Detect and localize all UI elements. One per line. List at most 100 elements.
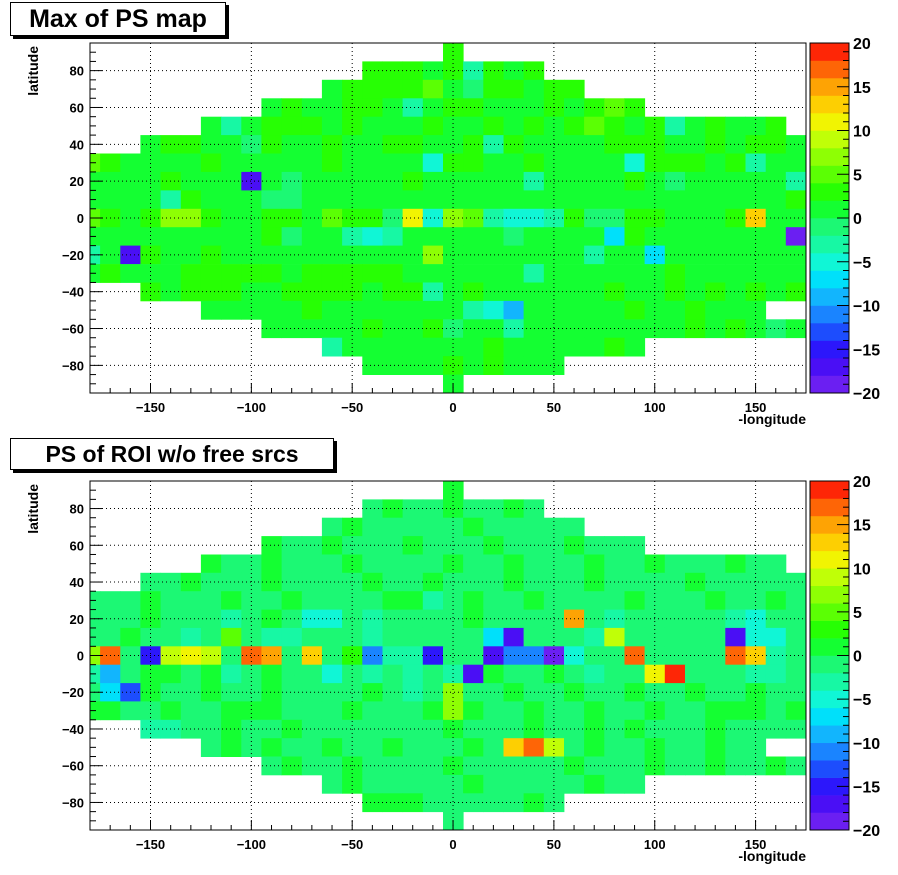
heatmap-cell (523, 499, 545, 519)
heatmap-cell (664, 264, 686, 283)
heatmap-cell (604, 116, 625, 136)
heatmap-cell (301, 701, 323, 721)
color-scale-band (810, 288, 849, 306)
heatmap-cell (261, 609, 282, 629)
heatmap-cell (342, 517, 363, 537)
heatmap-cell (685, 664, 706, 684)
heatmap-cell (685, 609, 706, 629)
heatmap-cell (503, 208, 525, 228)
color-scale-band (810, 498, 849, 517)
heatmap-cell (422, 135, 444, 154)
heatmap-cell (685, 264, 706, 283)
heatmap-cell (523, 319, 545, 339)
heatmap-cell (241, 591, 262, 610)
heatmap-cell (362, 683, 383, 702)
heatmap-cell (221, 153, 242, 173)
heatmap-cell (523, 572, 545, 592)
heatmap-cell (705, 609, 726, 629)
heatmap-cell (422, 499, 444, 519)
heatmap-cell (503, 719, 525, 739)
heatmap-cell (342, 609, 363, 629)
heatmap-cell (382, 774, 404, 794)
heatmap-cell (261, 227, 282, 246)
heatmap-cell (685, 135, 706, 154)
heatmap-cell (523, 774, 545, 794)
heatmap-cell (664, 135, 686, 154)
heatmap-cell (604, 664, 625, 684)
heatmap-cell (261, 190, 282, 210)
heatmap-cell (785, 701, 807, 721)
heatmap-cell (321, 609, 343, 629)
heatmap-cell (180, 701, 202, 721)
y-axis-label: latitude (25, 484, 41, 534)
heatmap-cell (301, 190, 323, 210)
heatmap-cell (382, 208, 404, 228)
heatmap-cell (402, 774, 424, 794)
heatmap-cell (422, 609, 444, 629)
heatmap-cell (422, 79, 444, 99)
heatmap-cell (523, 701, 545, 721)
heatmap-cell (564, 337, 585, 357)
heatmap-cell (382, 171, 404, 191)
heatmap-cell (382, 572, 404, 592)
heatmap-cell (382, 627, 404, 647)
heatmap-cell (523, 190, 545, 210)
heatmap-cell (422, 719, 444, 739)
y-tick-label: −60 (62, 322, 84, 337)
heatmap-cell (422, 337, 444, 357)
heatmap-cell (604, 591, 625, 610)
heatmap-cell (362, 264, 383, 283)
heatmap-cell (362, 774, 383, 794)
heatmap-cell (221, 116, 242, 136)
heatmap-cell (443, 572, 464, 592)
heatmap-cell (321, 683, 343, 702)
heatmap-cell (281, 245, 303, 265)
heatmap-cell (100, 227, 121, 246)
y-tick-label: −80 (62, 358, 84, 373)
heatmap-cell (765, 171, 787, 191)
heatmap-cell (321, 774, 343, 794)
y-tick-label: −40 (62, 285, 84, 300)
heatmap-cell (463, 208, 484, 228)
heatmap-cell (261, 756, 282, 776)
heatmap-cell (483, 499, 504, 519)
heatmap-cell (281, 190, 303, 210)
heatmap-cell (523, 264, 545, 283)
y-tick-label: −80 (62, 795, 84, 810)
heatmap-cell (725, 572, 746, 592)
color-scale-band (810, 165, 849, 184)
heatmap-cell (180, 572, 202, 592)
heatmap-cell (402, 227, 424, 246)
heatmap-cell (321, 135, 343, 154)
heatmap-cell (200, 282, 222, 302)
heatmap-cell (443, 609, 464, 629)
color-scale-label: −20 (853, 386, 880, 403)
heatmap-cell (523, 337, 545, 357)
heatmap-cell (745, 135, 767, 154)
heatmap-cell (402, 319, 424, 339)
heatmap-cell (725, 683, 746, 702)
heatmap-cell (241, 572, 262, 592)
heatmap-cell (402, 701, 424, 721)
heatmap-cell (725, 300, 746, 320)
heatmap-cell (342, 135, 363, 154)
heatmap-cell (584, 227, 605, 246)
heatmap-cell (503, 572, 525, 592)
heatmap-cell (301, 300, 323, 320)
color-scale-band (810, 568, 849, 586)
heatmap-cell (443, 738, 464, 757)
heatmap-cell (584, 738, 605, 757)
color-scale-label: 0 (853, 649, 862, 666)
heatmap-cell (523, 300, 545, 320)
heatmap-cell (261, 719, 282, 739)
heatmap-cell (180, 609, 202, 629)
heatmap-cell (624, 591, 646, 610)
heatmap-cell (443, 646, 464, 666)
heatmap-cell (140, 701, 161, 721)
y-tick-label: −60 (62, 759, 84, 774)
heatmap-cell (705, 646, 726, 666)
heatmap-cell (362, 61, 383, 81)
color-scale-label: 5 (853, 167, 862, 184)
heatmap-cell (624, 227, 646, 246)
heatmap-cell (402, 61, 424, 81)
